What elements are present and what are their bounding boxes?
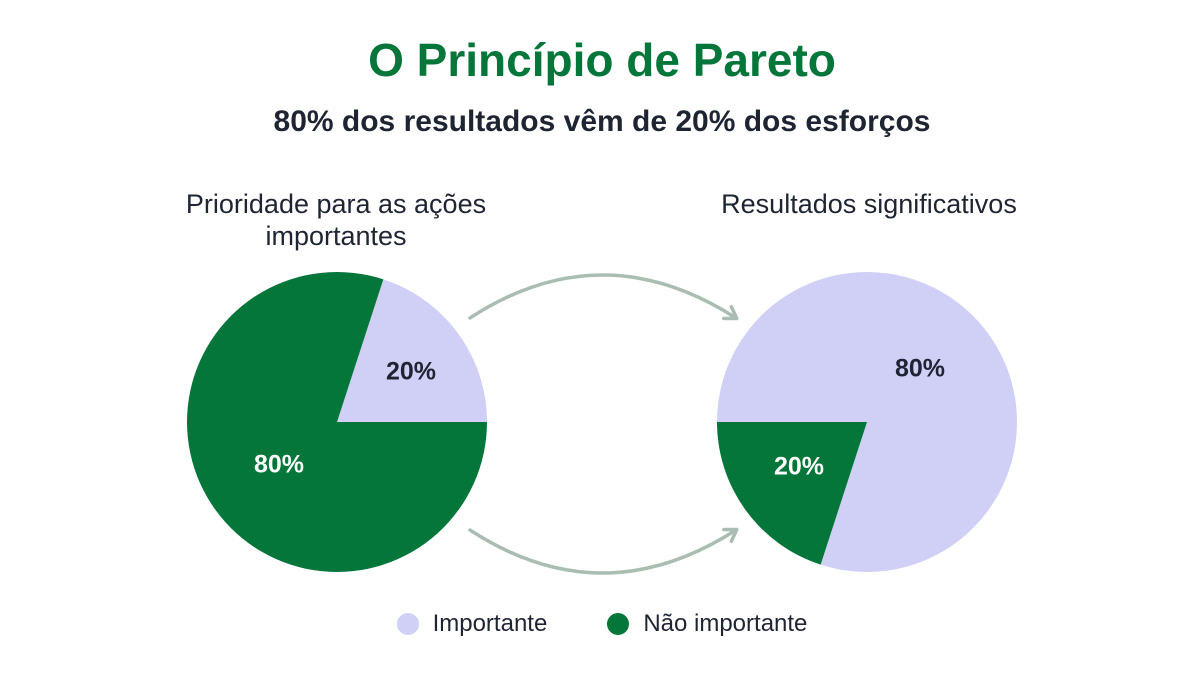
- right-pie-slice-not-important: [717, 422, 867, 565]
- legend: Importante Não importante: [0, 610, 1204, 638]
- left-pie-slice-not-important: [186, 272, 488, 572]
- legend-swatch-not-important: [607, 613, 630, 635]
- legend-item-important: Importante: [396, 610, 548, 638]
- chart-subtitle: 80% dos resultados vêm de 20% dos esforç…: [273, 105, 931, 138]
- right-pie-label-important: 80%: [895, 355, 945, 383]
- pies-group: 20% 80% 80% 20%: [186, 272, 1018, 572]
- legend-label-not-important: Não importante: [643, 610, 808, 637]
- right-pie-title: Resultados significativos: [721, 189, 1017, 219]
- top-arrow: [468, 273, 739, 321]
- left-pie-label-not-important: 80%: [254, 451, 304, 479]
- legend-label-important: Importante: [432, 610, 548, 637]
- legend-swatch-important: [396, 613, 419, 635]
- left-pie-label-important: 20%: [386, 358, 436, 386]
- left-pie-slice-important: [337, 279, 487, 422]
- bottom-arrow: [468, 527, 739, 575]
- chart-title: O Princípio de Pareto: [368, 34, 836, 86]
- right-pie-label-not-important: 20%: [774, 453, 824, 481]
- legend-item-not-important: Não importante: [607, 610, 807, 638]
- left-pie-title: Prioridade para as ações importantes: [185, 189, 487, 251]
